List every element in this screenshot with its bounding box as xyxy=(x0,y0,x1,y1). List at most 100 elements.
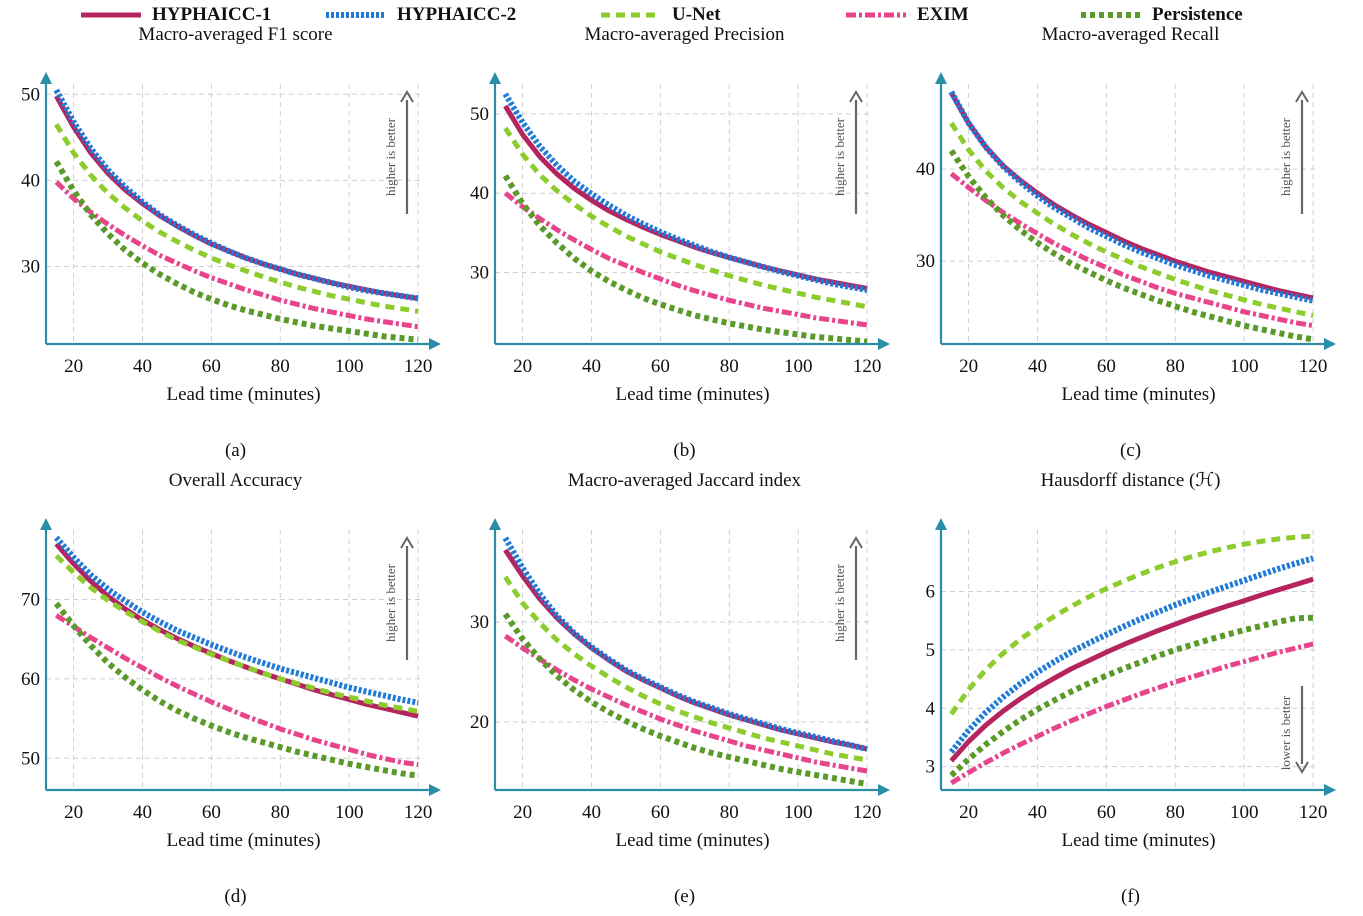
series-line-pers xyxy=(502,612,868,787)
x-axis-label: Lead time (minutes) xyxy=(1061,384,1215,405)
hint-text: higher is better xyxy=(832,563,847,642)
series-line-unet xyxy=(54,123,419,314)
x-tick-label: 100 xyxy=(784,802,813,823)
legend-label-h2: HYPHAICC-2 xyxy=(397,4,517,25)
legend-label-h1: HYPHAICC-1 xyxy=(152,4,272,25)
panel-caption: (e) xyxy=(674,886,695,907)
x-tick-label: 40 xyxy=(133,356,152,377)
legend-item-h2: HYPHAICC-2 xyxy=(325,4,516,26)
series-line-h2 xyxy=(53,88,419,302)
x-tick-label: 80 xyxy=(271,802,290,823)
hint-text: higher is better xyxy=(383,563,398,642)
y-tick-label: 50 xyxy=(21,748,40,769)
chart-panel-c: Macro-averaged Recall 20 40 60 80 100 120 30 40 L… xyxy=(916,18,1345,461)
chart-title: Macro-averaged Recall xyxy=(1042,24,1220,45)
x-tick-label: 20 xyxy=(64,802,83,823)
x-tick-label: 100 xyxy=(335,356,364,377)
series-line-h2 xyxy=(54,535,419,706)
legend-label-unet: U-Net xyxy=(672,4,721,25)
x-axis-arrow xyxy=(878,338,890,350)
y-tick-label: 30 xyxy=(470,612,489,633)
x-tick-label: 20 xyxy=(513,802,532,823)
x-tick-label: 20 xyxy=(959,356,978,377)
hint-text: higher is better xyxy=(1278,117,1293,196)
legend-label-exim: EXIM xyxy=(917,4,969,25)
panel-caption: (f) xyxy=(1121,886,1140,907)
chart-svg-f: Hausdorff distance (ℋ) 20 40 60 80 100 120 3 4 5 6… xyxy=(926,470,1336,907)
x-axis-arrow xyxy=(1324,338,1336,350)
chart-title: Macro-averaged F1 score xyxy=(138,24,332,45)
gridlines xyxy=(941,84,1318,344)
panel-caption: (c) xyxy=(1120,440,1141,461)
x-tick-label: 120 xyxy=(1299,802,1328,823)
y-axis-arrow xyxy=(489,72,501,84)
x-tick-label: 20 xyxy=(513,356,532,377)
series-line-h2 xyxy=(948,555,1314,754)
x-tick-label: 60 xyxy=(202,356,221,377)
panel-caption: (b) xyxy=(673,440,695,461)
y-axis-arrow xyxy=(935,72,947,84)
y-tick-label: 50 xyxy=(21,84,40,105)
x-tick-label: 120 xyxy=(853,802,882,823)
legend-swatch-pers xyxy=(1081,12,1141,18)
legend-item-h1: HYPHAICC-1 xyxy=(80,4,271,26)
x-tick-label: 60 xyxy=(202,802,221,823)
hint-annotation: higher is better xyxy=(832,90,863,214)
hint-annotation: lower is better xyxy=(1278,686,1309,774)
up-arrow-head-icon xyxy=(849,536,863,549)
up-arrow-head-icon xyxy=(1295,90,1309,103)
y-tick-label: 3 xyxy=(926,757,936,778)
x-axis-label: Lead time (minutes) xyxy=(166,384,320,405)
chart-panel-e: Macro-averaged Jaccard index 20 40 60 80 100 1… xyxy=(470,464,899,907)
y-tick-label: 6 xyxy=(926,581,936,602)
x-tick-label: 100 xyxy=(1230,356,1259,377)
hint-annotation: higher is better xyxy=(832,536,863,660)
hint-annotation: higher is better xyxy=(1278,90,1309,214)
series-line-unet xyxy=(503,575,868,763)
series-line-h2 xyxy=(948,90,1314,304)
x-axis-arrow xyxy=(429,784,441,796)
chart-svg-d: Overall Accuracy 20 40 60 80 100 120 50 60 70 Lead… xyxy=(21,470,441,907)
legend-label-pers: Persistence xyxy=(1152,4,1243,25)
series-line-pers xyxy=(502,174,868,345)
chart-svg-e: Macro-averaged Jaccard index 20 40 60 80 100 1… xyxy=(470,470,890,907)
hint-text: lower is better xyxy=(1278,695,1293,770)
series-line-unet xyxy=(54,554,419,714)
y-tick-label: 50 xyxy=(470,104,489,125)
chart-panel-a: Macro-averaged F1 score 20 40 60 80 100 120 30 4… xyxy=(21,18,450,461)
chart-title: Macro-averaged Precision xyxy=(585,24,785,45)
series-line-h1 xyxy=(949,576,1314,763)
chart-svg-a: Macro-averaged F1 score 20 40 60 80 100 120 30 4… xyxy=(21,24,441,461)
legend-swatch-unet xyxy=(601,12,661,18)
chart-svg-b: Macro-averaged Precision 20 40 60 80 100 120 30… xyxy=(470,24,890,461)
legend-item-exim: EXIM xyxy=(845,4,969,26)
y-tick-label: 5 xyxy=(926,640,936,661)
x-axis-arrow xyxy=(878,784,890,796)
hint-annotation: higher is better xyxy=(383,536,414,660)
hint-annotation: higher is better xyxy=(383,90,414,214)
up-arrow-head-icon xyxy=(849,90,863,103)
chart-panel-b: Macro-averaged Precision 20 40 60 80 100 120 30… xyxy=(470,18,899,461)
x-tick-label: 60 xyxy=(1097,802,1116,823)
gridlines xyxy=(495,84,872,344)
x-tick-label: 40 xyxy=(1028,356,1047,377)
panel-caption: (d) xyxy=(224,886,246,907)
y-tick-label: 70 xyxy=(21,590,40,611)
x-tick-label: 120 xyxy=(404,802,433,823)
series-line-exim xyxy=(950,641,1314,786)
chart-title: Overall Accuracy xyxy=(169,470,303,491)
x-tick-label: 60 xyxy=(1097,356,1116,377)
x-tick-label: 20 xyxy=(959,802,978,823)
x-axis-arrow xyxy=(1324,784,1336,796)
x-tick-label: 60 xyxy=(651,356,670,377)
up-arrow-head-icon xyxy=(400,90,414,103)
x-tick-label: 40 xyxy=(582,802,601,823)
y-tick-label: 30 xyxy=(916,251,935,272)
series-line-unet xyxy=(503,126,868,310)
series-line-h1 xyxy=(503,548,868,752)
x-axis-label: Lead time (minutes) xyxy=(615,384,769,405)
x-tick-label: 60 xyxy=(651,802,670,823)
panel-caption: (a) xyxy=(225,440,246,461)
y-axis-arrow xyxy=(935,518,947,530)
x-tick-label: 100 xyxy=(335,802,364,823)
